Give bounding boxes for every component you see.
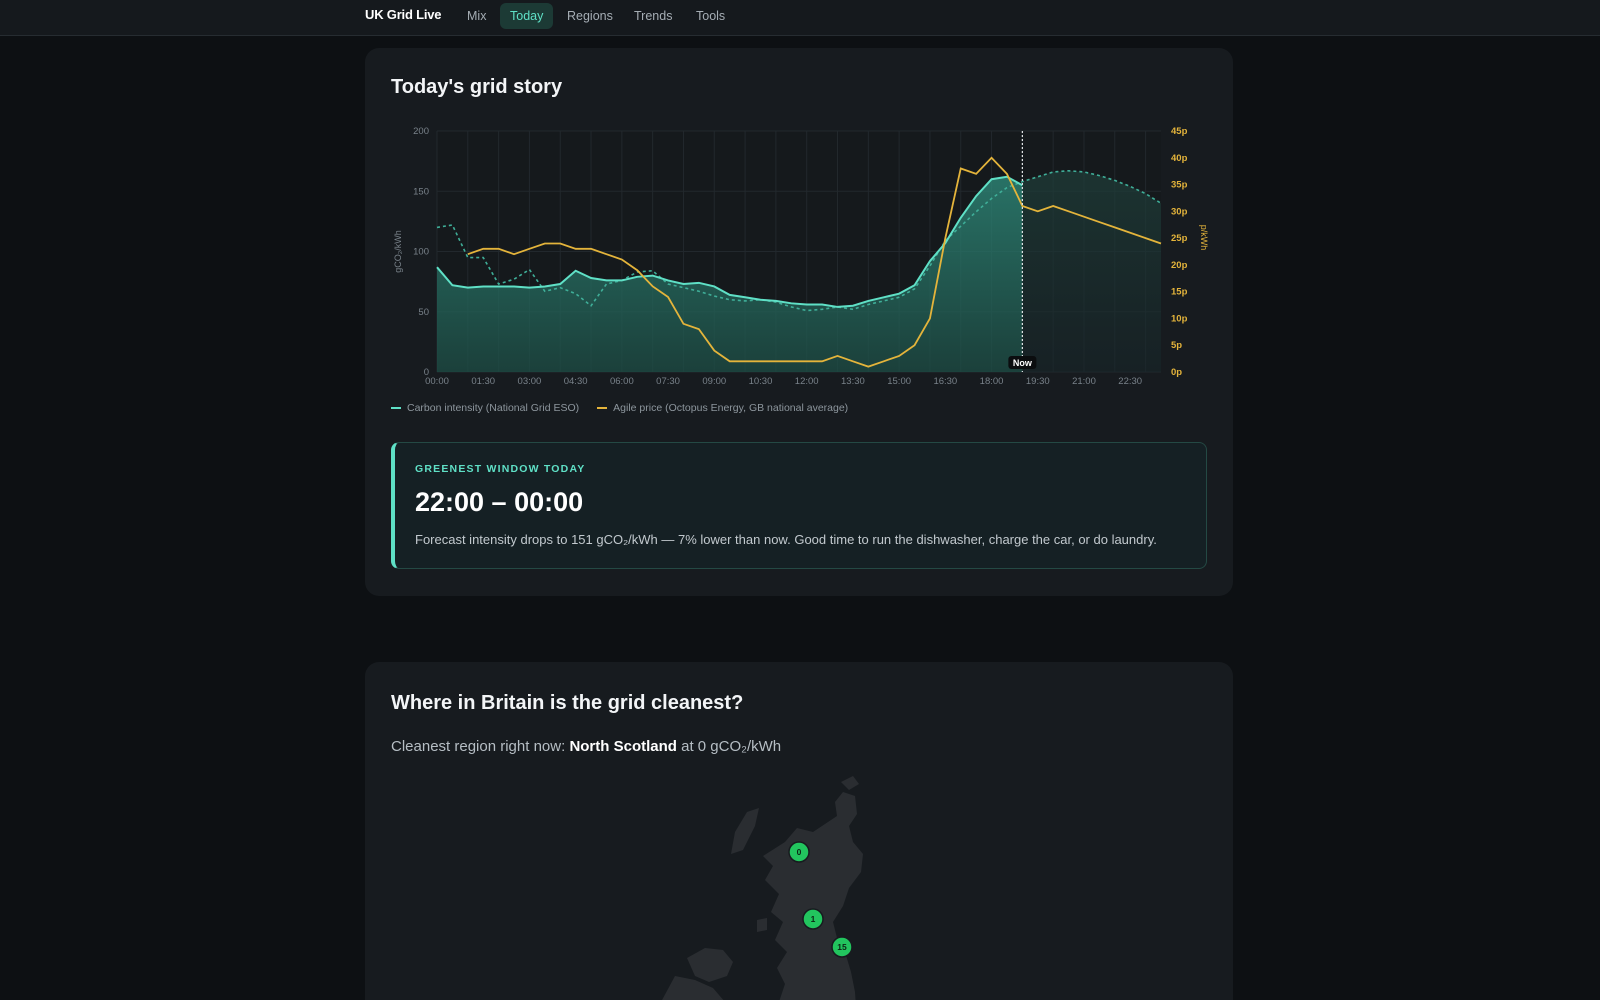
x-tick: 09:00	[702, 376, 726, 387]
greenest-window-time: 22:00 – 00:00	[415, 487, 584, 517]
x-tick: 22:30	[1118, 376, 1142, 387]
x-tick: 03:00	[518, 376, 542, 387]
nav-regions[interactable]: Regions	[567, 9, 613, 23]
y-tick-right: 5p	[1171, 340, 1182, 351]
y-tick-left: 100	[413, 247, 429, 258]
x-tick: 00:00	[425, 376, 449, 387]
x-tick: 10:30	[749, 376, 773, 387]
legend-swatch-carbon	[391, 407, 401, 409]
legend-label-carbon: Carbon intensity (National Grid ESO)	[407, 402, 580, 414]
x-tick: 15:00	[887, 376, 911, 387]
regions-card: Where in Britain is the grid cleanest? C…	[365, 662, 1233, 1000]
carbon-intensity-line	[436, 175, 1023, 308]
marker-label-north-scotland: 0	[797, 847, 802, 857]
y-tick-right: 20p	[1171, 260, 1188, 271]
x-tick: 19:30	[1026, 376, 1050, 387]
nav-today[interactable]: Today	[500, 3, 554, 29]
x-tick: 18:00	[980, 376, 1004, 387]
y-tick-right: 10p	[1171, 313, 1188, 324]
ireland-landmass	[662, 976, 724, 1000]
top-nav: UK Grid Live Mix Today Regions Trends To…	[0, 0, 1600, 36]
forecast-area	[1022, 170, 1161, 372]
cleanest-region-name: North Scotland	[569, 738, 677, 755]
y-tick-right: 45p	[1171, 126, 1188, 137]
western-isles-landmass	[731, 808, 759, 854]
x-tick: 01:30	[471, 376, 495, 387]
regions-title: Where in Britain is the grid cleanest?	[391, 692, 744, 714]
legend-item-carbon[interactable]: Carbon intensity (National Grid ESO)	[391, 402, 579, 414]
x-tick: 21:00	[1072, 376, 1096, 387]
y-tick-right: 0p	[1171, 367, 1182, 378]
region-marker-north-east-england[interactable]: 15	[831, 936, 853, 958]
brand-logo[interactable]: UK Grid Live	[365, 7, 442, 22]
y-tick-right: 15p	[1171, 287, 1188, 298]
greenest-window-callout: GREENEST WINDOW TODAY 22:00 – 00:00 Fore…	[391, 442, 1207, 569]
today-card: Today's grid story 0 50 100 150 200 0p 5p 10p 15…	[365, 48, 1233, 596]
legend-label-price: Agile price (Octopus Energy, GB national…	[613, 402, 849, 414]
today-chart[interactable]: 0 50 100 150 200 0p 5p 10p 15p 20p 25p 30p 35p 40p 45p…	[365, 48, 1233, 398]
region-marker-south-scotland[interactable]: 1	[802, 908, 824, 930]
cleanest-region-line: Cleanest region right now: North Scotlan…	[391, 738, 781, 755]
today-title: Today's grid story	[391, 76, 563, 98]
legend-item-price[interactable]: Agile price (Octopus Energy, GB national…	[597, 402, 848, 414]
x-tick: 07:30	[656, 376, 680, 387]
cleanest-suffix: at 0 gCO₂/kWh	[676, 738, 782, 755]
legend-swatch-price	[597, 407, 608, 409]
northern-ireland-landmass	[687, 948, 733, 982]
marker-label-north-east-england: 15	[837, 942, 847, 952]
y-tick-left: 50	[418, 307, 429, 318]
y-tick-left: 200	[413, 126, 429, 137]
cleanest-prefix: Cleanest region right now:	[391, 738, 570, 755]
chart-legend: Carbon intensity (National Grid ESO) Agi…	[391, 402, 848, 414]
x-tick: 06:00	[610, 376, 634, 387]
carbon-forecast-line	[436, 169, 1162, 312]
y-tick-right: 25p	[1171, 233, 1188, 244]
y-tick-right: 30p	[1171, 206, 1188, 217]
nav-mix[interactable]: Mix	[467, 9, 487, 23]
now-marker-label: Now	[1013, 358, 1033, 368]
y-axis-title-left: gCO₂/kWh	[393, 230, 403, 273]
x-tick: 13:30	[841, 376, 865, 387]
greenest-window-eyebrow: GREENEST WINDOW TODAY	[415, 463, 586, 475]
y-tick-right: 40p	[1171, 153, 1188, 164]
x-tick: 16:30	[933, 376, 957, 387]
x-tick: 12:00	[795, 376, 819, 387]
y-axis-title-right: p/kWh	[1199, 225, 1209, 251]
marker-label-south-scotland: 1	[811, 914, 816, 924]
nav-tools[interactable]: Tools	[696, 9, 726, 23]
x-tick: 04:30	[564, 376, 588, 387]
now-marker-badge	[1008, 356, 1037, 369]
y-tick-left: 150	[413, 186, 429, 197]
y-tick-right: 35p	[1171, 180, 1188, 191]
orkney-landmass	[841, 776, 859, 790]
agile-price-line	[467, 156, 1162, 368]
nav-trends[interactable]: Trends	[634, 9, 673, 23]
carbon-intensity-area	[437, 176, 1023, 372]
uk-landmass	[763, 792, 863, 1000]
isle-of-man-landmass	[757, 918, 767, 932]
y-tick-left: 0	[424, 367, 429, 378]
greenest-window-description: Forecast intensity drops to 151 gCO₂/kWh…	[415, 532, 1157, 547]
region-marker-north-scotland[interactable]: 0	[788, 841, 810, 863]
uk-map[interactable]: 0 1 15	[365, 762, 1233, 1000]
